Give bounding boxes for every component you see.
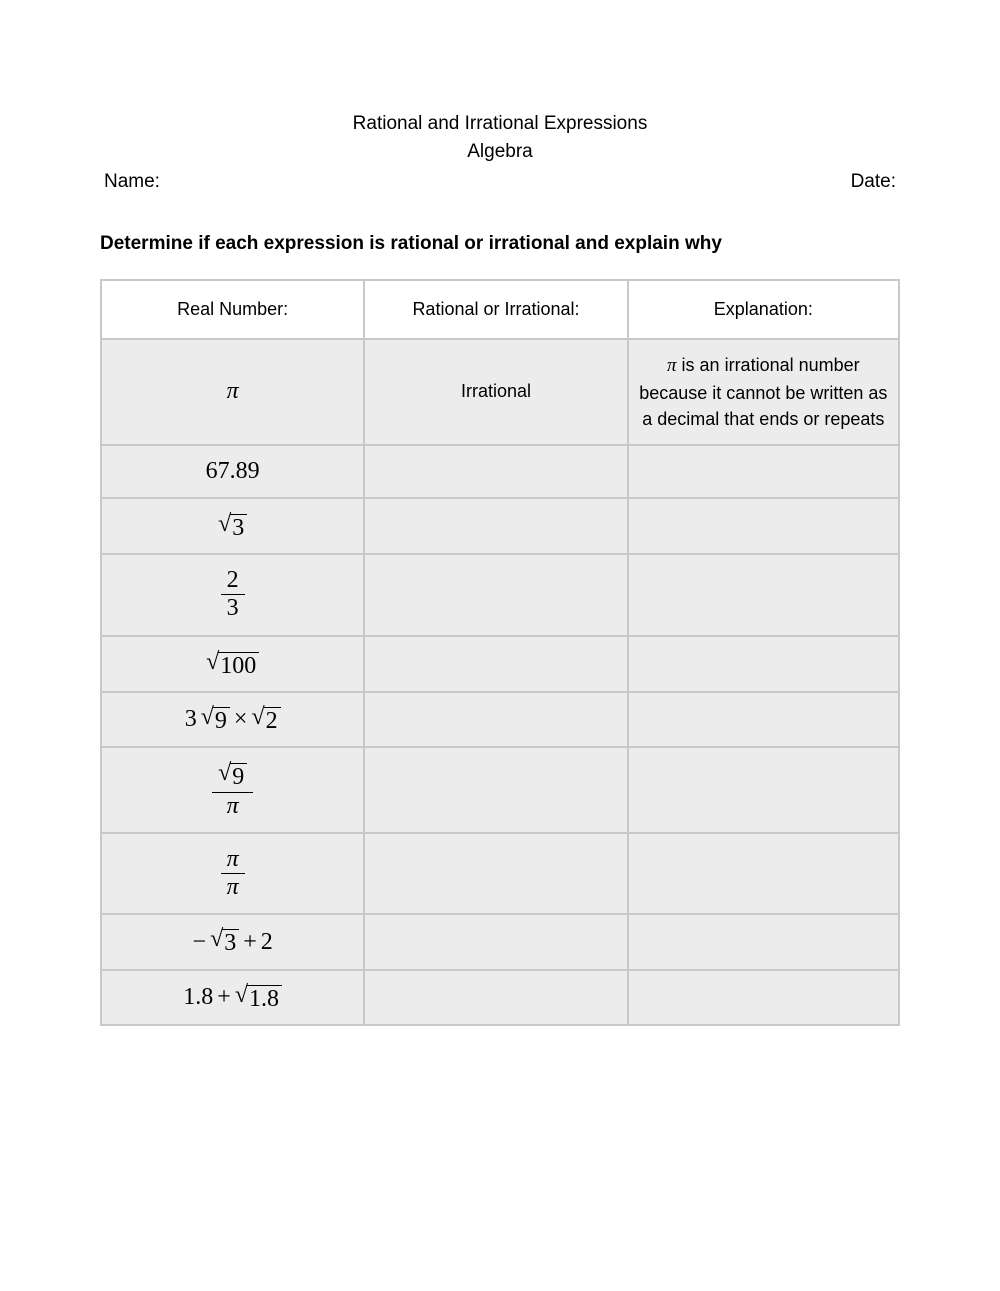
answer-cell	[364, 970, 627, 1025]
explanation-cell	[628, 554, 899, 635]
explanation-cell: π is an irrational number because it can…	[628, 339, 899, 445]
math-expression: √3	[218, 511, 247, 537]
explanation-cell	[628, 970, 899, 1025]
expression-cell: π	[101, 339, 364, 445]
explanation-cell	[628, 445, 899, 498]
answer-cell	[364, 498, 627, 554]
expression-cell: 1.8 + √1.8	[101, 970, 364, 1025]
explanation-cell	[628, 747, 899, 833]
expression-cell: 67.89	[101, 445, 364, 498]
table-row: 23	[101, 554, 899, 635]
explanation-cell	[628, 498, 899, 554]
explanation-cell	[628, 914, 899, 969]
table-row: ππ	[101, 833, 899, 914]
answer-cell	[364, 747, 627, 833]
table-row: −√3 + 2	[101, 914, 899, 969]
table-header-row: Real Number: Rational or Irrational: Exp…	[101, 280, 899, 339]
name-label: Name:	[104, 171, 160, 193]
answer-cell	[364, 554, 627, 635]
table-row: 1.8 + √1.8	[101, 970, 899, 1025]
math-expression: 67.89	[206, 458, 260, 484]
col-header-real-number: Real Number:	[101, 280, 364, 339]
answer-cell	[364, 914, 627, 969]
expression-cell: 3√9 × √2	[101, 692, 364, 747]
math-expression: −√3 + 2	[193, 929, 273, 955]
expression-cell: √9π	[101, 747, 364, 833]
col-header-rational-irrational: Rational or Irrational:	[364, 280, 627, 339]
math-expression: 3√9 × √2	[185, 706, 281, 732]
explanation-cell	[628, 636, 899, 692]
date-label: Date:	[851, 171, 896, 193]
math-expression: 23	[221, 580, 245, 606]
expression-cell: ππ	[101, 833, 364, 914]
math-expression: √9π	[212, 776, 253, 802]
meta-row: Name: Date:	[100, 171, 900, 193]
table-row: 3√9 × √2	[101, 692, 899, 747]
math-expression: ππ	[221, 859, 245, 885]
expression-cell: √3	[101, 498, 364, 554]
table-row: 67.89	[101, 445, 899, 498]
expression-cell: −√3 + 2	[101, 914, 364, 969]
answer-cell	[364, 636, 627, 692]
table-row: √3	[101, 498, 899, 554]
worksheet-header: Rational and Irrational Expressions Alge…	[100, 110, 900, 165]
answer-cell	[364, 692, 627, 747]
instructions-text: Determine if each expression is rational…	[100, 233, 900, 255]
table-row: √100	[101, 636, 899, 692]
math-expression: √100	[206, 649, 259, 675]
table-row: √9π	[101, 747, 899, 833]
worksheet-table: Real Number: Rational or Irrational: Exp…	[100, 279, 900, 1026]
explanation-cell	[628, 833, 899, 914]
explanation-cell	[628, 692, 899, 747]
table-row: π Irrationalπ is an irrational number bec…	[101, 339, 899, 445]
answer-cell	[364, 833, 627, 914]
title-line-2: Algebra	[100, 138, 900, 166]
col-header-explanation: Explanation:	[628, 280, 899, 339]
math-expression: π	[227, 378, 239, 404]
answer-cell	[364, 445, 627, 498]
answer-cell: Irrational	[364, 339, 627, 445]
expression-cell: √100	[101, 636, 364, 692]
expression-cell: 23	[101, 554, 364, 635]
title-line-1: Rational and Irrational Expressions	[100, 110, 900, 138]
math-expression: 1.8 + √1.8	[183, 984, 282, 1010]
